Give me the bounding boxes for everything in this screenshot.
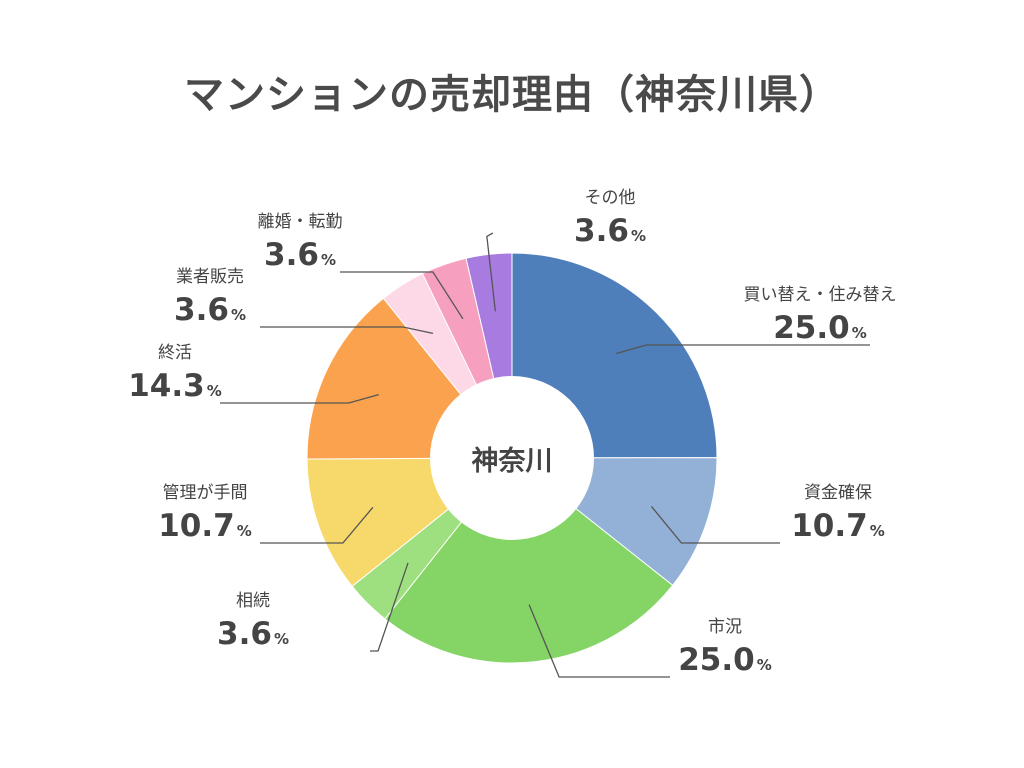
slice-label: 終活: [158, 343, 192, 363]
slice-label: 相続: [236, 591, 270, 611]
leader-line: [220, 393, 379, 404]
slice-label: その他: [585, 188, 636, 208]
slice-value: 10.7%: [158, 508, 252, 544]
slice-value: 3.6%: [574, 213, 646, 249]
slice-value: 10.7%: [791, 508, 885, 544]
leader-lines-group: [220, 232, 870, 678]
slice-label: 離婚・転勤: [258, 212, 343, 232]
leader-line: [486, 232, 497, 312]
slice-label: 管理が手間: [163, 483, 248, 503]
slice-value: 3.6%: [217, 616, 289, 652]
slice-value: 25.0%: [678, 642, 772, 678]
leader-line: [650, 506, 780, 544]
leader-line: [370, 562, 409, 652]
labels-group: 買い替え・住み替え 25.0 % 資金確保 10.7 % 市況 25.0 % 相続 3.6 % 管理が手…: [128, 188, 896, 678]
slice-value: 14.3%: [128, 368, 222, 404]
slice-label: 業者販売: [176, 267, 244, 287]
chart-title: マンションの売却理由（神奈川県）: [184, 72, 840, 118]
slice-value: 3.6%: [174, 292, 246, 328]
leader-line: [616, 344, 870, 355]
slice-value: 25.0%: [773, 310, 867, 346]
slice-label: 市況: [708, 617, 742, 637]
pie-slice: [384, 457, 674, 664]
center-label: 神奈川: [472, 446, 553, 477]
leader-line: [260, 506, 374, 544]
donut-hole: [430, 376, 594, 540]
leader-line: [340, 271, 464, 320]
slice-value: 3.6%: [264, 237, 336, 273]
slice-label: 資金確保: [804, 483, 872, 503]
leader-line: [260, 326, 434, 334]
leader-line: [528, 604, 670, 678]
slice-label: 買い替え・住み替え: [744, 285, 897, 305]
